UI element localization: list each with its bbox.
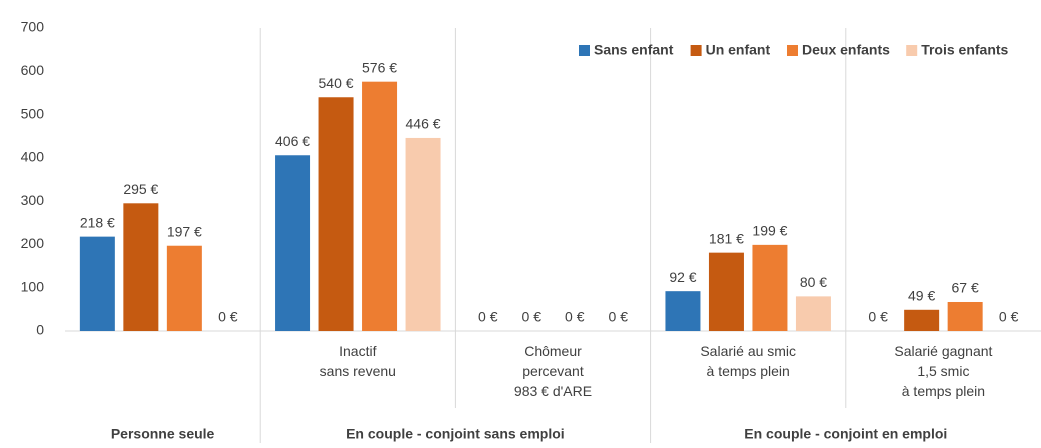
x-tick-label: Salarié gagnant 1,5 smic à temps plein bbox=[894, 343, 992, 399]
bar bbox=[795, 296, 831, 331]
x-tick-line: Salarié au smic bbox=[700, 343, 796, 359]
y-tick-label: 400 bbox=[21, 149, 45, 165]
y-tick-label: 300 bbox=[21, 192, 45, 208]
legend-label: Deux enfants bbox=[802, 42, 890, 58]
group-label: En couple - conjoint en emploi bbox=[744, 426, 947, 442]
legend-label: Sans enfant bbox=[594, 42, 674, 58]
value-label: 181 € bbox=[709, 230, 744, 246]
value-label: 576 € bbox=[362, 59, 397, 75]
legend-swatch bbox=[690, 45, 702, 56]
value-label: 0 € bbox=[218, 309, 238, 325]
bar bbox=[904, 309, 940, 331]
value-label: 406 € bbox=[275, 133, 310, 149]
x-tick-line: sans revenu bbox=[320, 363, 396, 379]
value-label: 92 € bbox=[669, 269, 696, 285]
y-tick-label: 200 bbox=[21, 235, 45, 251]
x-tick-line: à temps plein bbox=[707, 363, 790, 379]
legend-label: Trois enfants bbox=[921, 42, 1008, 58]
bar bbox=[708, 252, 744, 331]
legend-swatch bbox=[906, 45, 918, 56]
bar bbox=[318, 97, 354, 331]
legend-swatch bbox=[579, 45, 590, 56]
y-tick-label: 500 bbox=[21, 105, 45, 121]
x-tick-label: Chômeur percevant 983 € d'ARE bbox=[514, 343, 592, 399]
y-tick-label: 100 bbox=[21, 278, 45, 294]
value-label: 199 € bbox=[752, 223, 787, 239]
x-tick-label: Inactif sans revenu bbox=[320, 343, 396, 379]
value-label: 540 € bbox=[319, 75, 354, 91]
value-label: 0 € bbox=[565, 309, 585, 325]
legend-label: Un enfant bbox=[706, 42, 771, 58]
x-tick-line: 1,5 smic bbox=[917, 363, 969, 379]
x-tick-line: Salarié gagnant bbox=[894, 343, 992, 359]
group-label: En couple - conjoint sans emploi bbox=[346, 426, 565, 442]
value-label: 0 € bbox=[868, 309, 888, 325]
legend-swatch bbox=[787, 45, 798, 56]
value-label: 0 € bbox=[999, 309, 1019, 325]
x-tick-label: Salarié au smic à temps plein bbox=[700, 343, 796, 379]
bar bbox=[275, 155, 311, 331]
y-tick-label: 0 bbox=[36, 322, 44, 338]
value-label: 295 € bbox=[123, 181, 158, 197]
value-label: 0 € bbox=[478, 309, 498, 325]
x-tick-line: 983 € d'ARE bbox=[514, 383, 592, 399]
value-label: 67 € bbox=[952, 280, 979, 296]
value-label: 49 € bbox=[908, 287, 935, 303]
bar bbox=[947, 301, 983, 331]
value-label: 80 € bbox=[800, 274, 827, 290]
group-label: Personne seule bbox=[111, 426, 215, 442]
value-label: 0 € bbox=[609, 309, 629, 325]
bar bbox=[79, 236, 115, 331]
y-tick-label: 700 bbox=[21, 19, 45, 35]
x-tick-line: percevant bbox=[522, 363, 584, 379]
bar bbox=[752, 244, 788, 331]
x-tick-line: Chômeur bbox=[524, 343, 582, 359]
value-label: 0 € bbox=[522, 309, 542, 325]
value-label: 197 € bbox=[167, 223, 202, 239]
value-label: 446 € bbox=[406, 116, 441, 132]
bar bbox=[665, 291, 701, 331]
y-tick-label: 600 bbox=[21, 62, 45, 78]
x-tick-line: à temps plein bbox=[902, 383, 985, 399]
bar bbox=[123, 203, 159, 331]
bar bbox=[362, 81, 398, 331]
value-label: 218 € bbox=[80, 214, 115, 230]
bar bbox=[166, 245, 202, 331]
x-tick-line: Inactif bbox=[339, 343, 376, 359]
bar bbox=[405, 137, 441, 331]
